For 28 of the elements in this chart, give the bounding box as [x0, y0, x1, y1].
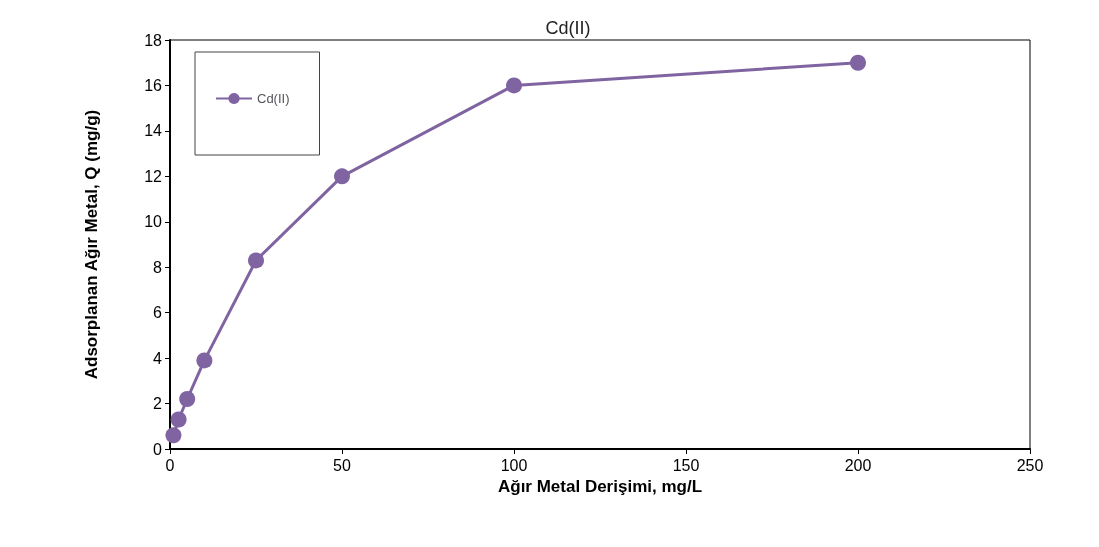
x-tick-label: 250 — [1016, 456, 1044, 474]
y-tick-label: 16 — [144, 76, 163, 94]
point — [506, 77, 522, 94]
y-tick-label: 12 — [144, 167, 163, 185]
x-tick-label: 200 — [844, 456, 872, 474]
chart-title: Cd(II) — [545, 18, 591, 38]
point — [248, 252, 264, 269]
y-tick-label: 6 — [153, 304, 163, 322]
point — [165, 427, 182, 444]
x-tick-label: 100 — [500, 456, 528, 474]
y-tick-label: 0 — [153, 440, 163, 458]
point — [334, 168, 350, 185]
point — [170, 411, 187, 428]
y-tick-label: 4 — [153, 349, 163, 367]
y-tick-label: 18 — [144, 31, 163, 49]
y-tick-label: 10 — [144, 213, 163, 231]
y-tick-label: 14 — [144, 122, 163, 140]
x-tick-label: 0 — [165, 456, 175, 474]
point — [850, 54, 866, 71]
y-axis-title: Adsorplanan Ağır Metal, Q (mg/g) — [82, 109, 101, 380]
x-tick-label: 150 — [672, 456, 700, 474]
point — [179, 391, 196, 408]
y-tick-label: 2 — [153, 395, 163, 413]
y-tick-label: 8 — [153, 258, 163, 276]
x-tick-label: 50 — [333, 456, 351, 474]
x-axis-title: Ağır Metal Derişimi, mg/L — [497, 476, 703, 496]
point — [196, 352, 213, 369]
legend-label: Cd(II) — [257, 91, 290, 106]
